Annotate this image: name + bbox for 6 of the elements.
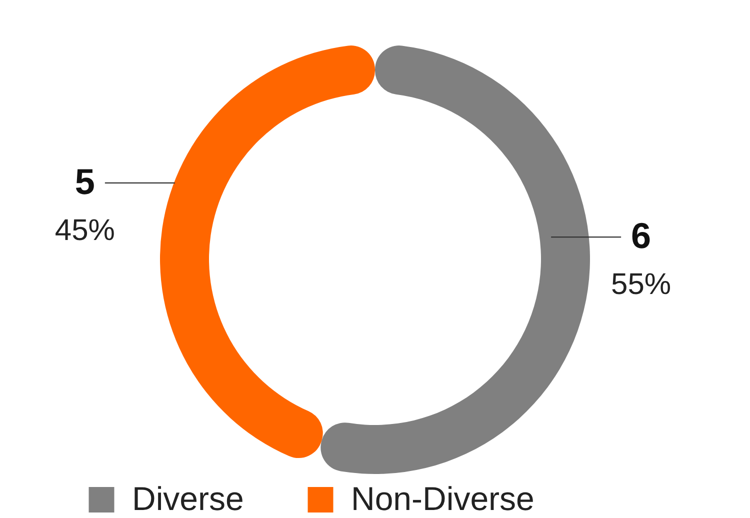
data-label: 5: [74, 160, 95, 202]
text: 55%: [611, 268, 672, 302]
text: 45%: [54, 214, 115, 247]
legend-label: Diverse: [132, 480, 244, 517]
legend-label: Non-Diverse: [351, 480, 534, 517]
data-label: 6: [631, 215, 652, 256]
